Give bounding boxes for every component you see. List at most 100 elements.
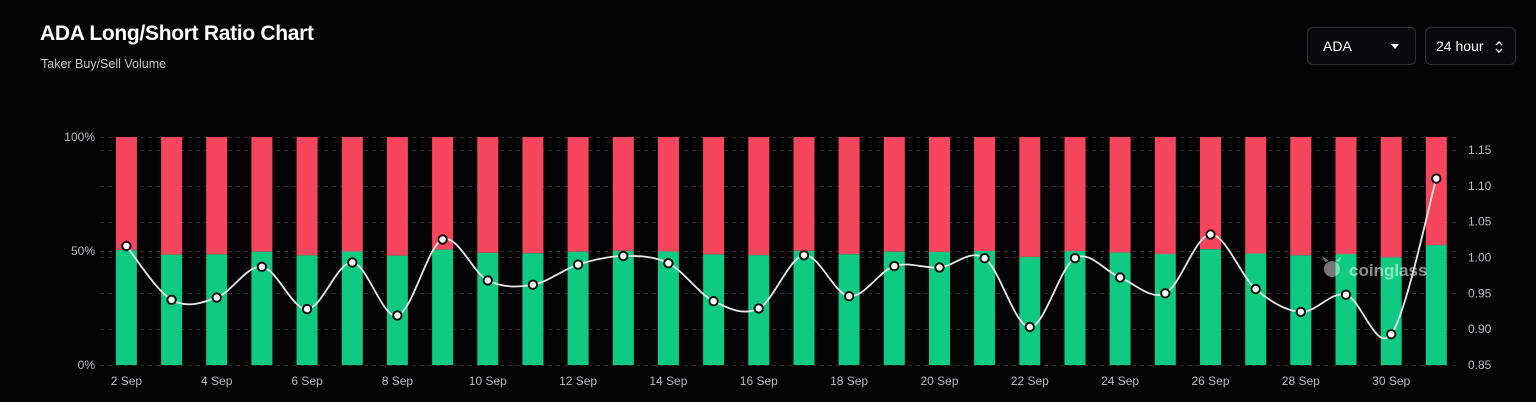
ratio-point[interactable]	[1340, 289, 1352, 300]
ratio-point[interactable]	[753, 303, 764, 314]
short-bar[interactable]	[657, 137, 679, 252]
long-bar[interactable]	[793, 250, 815, 365]
long-bar[interactable]	[251, 251, 273, 365]
short-bar[interactable]	[793, 137, 815, 251]
short-bar[interactable]	[974, 137, 996, 251]
long-bar[interactable]	[567, 251, 589, 365]
short-bar[interactable]	[1200, 137, 1221, 250]
short-bar[interactable]	[1290, 137, 1312, 256]
short-bar[interactable]	[1154, 137, 1176, 254]
short-bar[interactable]	[432, 137, 454, 250]
long-bar[interactable]	[522, 253, 544, 365]
y-right-tick-label: 1.05	[1468, 215, 1492, 229]
short-bar[interactable]	[748, 137, 770, 256]
short-bar[interactable]	[386, 137, 408, 256]
long-bar[interactable]	[115, 250, 137, 365]
short-bar[interactable]	[1019, 137, 1041, 257]
long-bar[interactable]	[974, 251, 996, 365]
long-bar[interactable]	[1019, 256, 1041, 365]
long-bar[interactable]	[657, 251, 679, 366]
ratio-point[interactable]	[166, 294, 177, 305]
ratio-point[interactable]	[663, 258, 674, 269]
ratio-point[interactable]	[482, 275, 493, 286]
long-bar[interactable]	[206, 254, 228, 365]
ratio-point[interactable]	[347, 257, 358, 268]
short-bar[interactable]	[206, 137, 228, 255]
ratio-points	[121, 173, 1442, 340]
short-bar[interactable]	[1245, 137, 1267, 254]
ratio-point[interactable]	[843, 291, 855, 302]
ratio-point[interactable]	[979, 253, 990, 264]
ratio-point[interactable]	[437, 234, 448, 245]
y-axis-right: 0.85 0.90 0.95 1.00 1.05 1.10 1.15	[1468, 143, 1492, 372]
long-bar[interactable]	[1245, 253, 1267, 366]
short-bar[interactable]	[161, 137, 183, 255]
ratio-point[interactable]	[1205, 229, 1216, 240]
ratio-point[interactable]	[256, 261, 268, 272]
long-bar[interactable]	[612, 250, 634, 365]
ratio-point[interactable]	[1114, 272, 1126, 283]
ratio-point[interactable]	[934, 262, 945, 273]
short-bar[interactable]	[567, 137, 589, 252]
long-bar[interactable]	[703, 254, 725, 365]
long-bar[interactable]	[1109, 252, 1131, 365]
ratio-point[interactable]	[572, 259, 584, 270]
short-bar[interactable]	[341, 137, 363, 252]
short-bar[interactable]	[115, 137, 137, 251]
ratio-point[interactable]	[618, 250, 629, 262]
coinglass-watermark: coinglass	[1322, 256, 1427, 280]
coinglass-logo-icon	[1322, 256, 1342, 277]
short-bar[interactable]	[703, 137, 725, 255]
ratio-point[interactable]	[798, 250, 810, 261]
ratio-point[interactable]	[1160, 288, 1171, 299]
x-tick-label: 8 Sep	[382, 374, 414, 388]
ratio-point[interactable]	[1431, 173, 1442, 184]
ratio-point[interactable]	[1024, 321, 1036, 333]
short-bar[interactable]	[522, 137, 544, 254]
long-bar[interactable]	[477, 252, 499, 365]
short-bar[interactable]	[929, 137, 950, 252]
short-bar[interactable]	[1380, 137, 1402, 258]
short-bar[interactable]	[296, 137, 318, 256]
short-bar[interactable]	[612, 137, 634, 251]
period-select[interactable]: 24 hour	[1425, 27, 1516, 65]
coin-select[interactable]: ADA	[1307, 27, 1416, 65]
short-bar[interactable]	[477, 137, 499, 253]
ratio-point[interactable]	[708, 296, 719, 307]
long-bar[interactable]	[929, 251, 950, 365]
long-bar[interactable]	[1200, 249, 1221, 365]
chevron-updown-icon	[1495, 41, 1503, 53]
x-tick-label: 10 Sep	[469, 374, 507, 388]
ratio-point[interactable]	[889, 260, 900, 272]
ratio-point[interactable]	[527, 279, 539, 290]
short-bar[interactable]	[1425, 137, 1447, 246]
short-bar[interactable]	[1064, 137, 1086, 251]
ratio-point[interactable]	[121, 240, 132, 252]
ratio-point[interactable]	[392, 310, 403, 321]
page-subtitle: Taker Buy/Sell Volume	[41, 57, 167, 71]
long-bar[interactable]	[838, 254, 860, 365]
ratio-point[interactable]	[1069, 253, 1081, 264]
short-bar[interactable]	[883, 137, 905, 252]
long-bar[interactable]	[1154, 254, 1176, 365]
short-bar[interactable]	[251, 137, 273, 252]
x-axis: 2 Sep 4 Sep 6 Sep 8 Sep 10 Sep 12 Sep 14 Sep 16…	[111, 374, 1411, 388]
long-bar[interactable]	[1064, 251, 1086, 365]
long-bar[interactable]	[883, 251, 905, 365]
short-bar[interactable]	[838, 137, 860, 255]
y-right-tick-label: 0.95	[1468, 286, 1492, 300]
ratio-point[interactable]	[1386, 329, 1397, 340]
long-bar[interactable]	[432, 249, 454, 365]
long-bar[interactable]	[1335, 254, 1357, 365]
long-bar[interactable]	[341, 251, 363, 366]
short-bar[interactable]	[1335, 137, 1357, 254]
ratio-point[interactable]	[211, 292, 222, 303]
long-bar[interactable]	[1425, 245, 1447, 365]
ratio-point[interactable]	[1250, 283, 1261, 295]
long-bar[interactable]	[161, 254, 183, 365]
ratio-point[interactable]	[1295, 306, 1307, 318]
short-bar[interactable]	[1109, 137, 1131, 253]
long-bar[interactable]	[386, 255, 408, 365]
ratio-point[interactable]	[301, 303, 313, 315]
